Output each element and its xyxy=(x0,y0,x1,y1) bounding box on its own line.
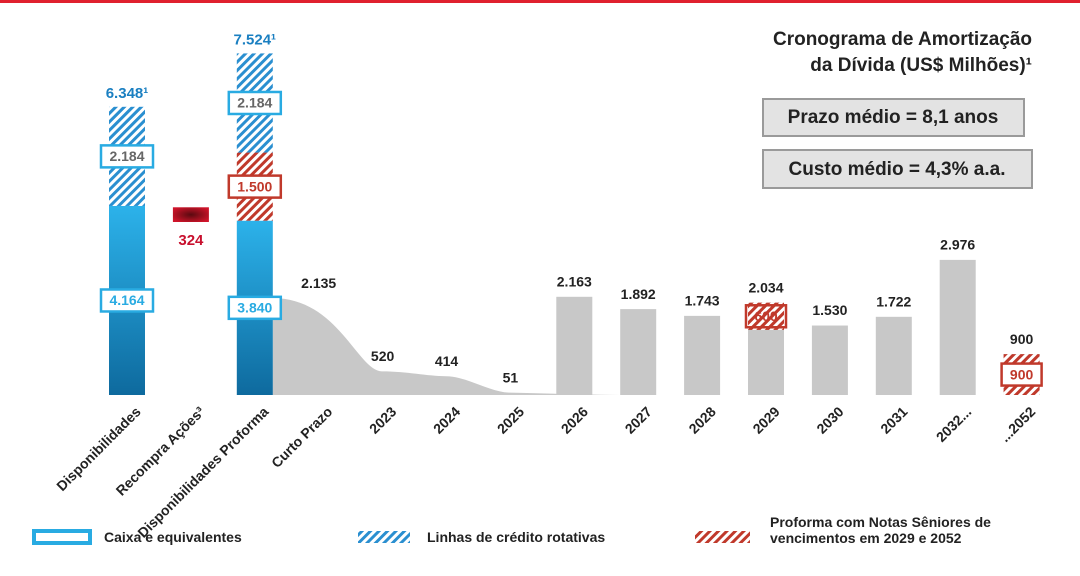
data-label: 1.743 xyxy=(685,293,720,309)
data-label: 900 xyxy=(1010,366,1034,382)
data-label: 900 xyxy=(1010,331,1034,347)
label-box xyxy=(1000,362,1043,387)
data-label: 2.976 xyxy=(940,237,975,253)
data-label: 414 xyxy=(435,353,459,369)
curve-area xyxy=(272,298,621,395)
legend-swatch xyxy=(32,529,92,545)
top-rule xyxy=(0,0,1080,3)
legend-label: Caixa e equivalentes xyxy=(104,529,242,545)
data-label: 2.135 xyxy=(301,275,336,291)
x-tick-label: Curto Prazo xyxy=(268,403,335,470)
data-label: 2.034 xyxy=(748,279,783,295)
data-label: 1.892 xyxy=(621,286,656,302)
annotation-box xyxy=(762,149,1033,189)
legend-label: Proforma com Notas Sêniores de venciment… xyxy=(770,514,991,546)
x-tick-label: Disponibilidades Proforma xyxy=(134,403,271,540)
x-tick-label: 2030 xyxy=(813,403,846,436)
bar-segment xyxy=(748,302,784,330)
data-label: 2.184 xyxy=(237,95,272,111)
data-label: 2.163 xyxy=(557,274,592,290)
x-tick-label: 2032... xyxy=(933,403,975,445)
x-tick-label: 2031 xyxy=(877,403,910,436)
label-box xyxy=(744,304,788,329)
data-label: 600 xyxy=(754,308,778,324)
x-tick-label: 2027 xyxy=(622,403,655,436)
label-box xyxy=(99,144,155,169)
label-box xyxy=(227,174,283,199)
label-box xyxy=(227,90,283,116)
bar xyxy=(556,296,593,395)
data-label: 2.184 xyxy=(109,148,144,164)
data-label: 4.164 xyxy=(109,292,144,308)
x-tick-label: 2024 xyxy=(430,403,463,436)
legend-swatch xyxy=(358,531,410,543)
x-tick-label: 2023 xyxy=(366,403,399,436)
bar xyxy=(811,325,848,395)
total-label: 7.524¹ xyxy=(234,31,277,48)
x-tick-label: 2025 xyxy=(494,403,527,436)
x-tick-label: 2029 xyxy=(749,403,782,436)
chart-title: da Dívida (US$ Milhões)¹ xyxy=(810,55,1032,76)
annotation: Prazo médio = 8,1 anos xyxy=(788,107,999,128)
x-tick-label: 2026 xyxy=(558,403,591,436)
bar xyxy=(620,309,657,395)
bar xyxy=(172,207,209,222)
bar xyxy=(684,315,721,395)
legend-swatch xyxy=(695,531,750,543)
data-label: 1.530 xyxy=(812,302,847,318)
bar xyxy=(875,316,912,395)
legend-label: Linhas de crédito rotativas xyxy=(427,529,606,545)
data-label: 1.500 xyxy=(237,178,272,194)
total-label: 6.348¹ xyxy=(106,85,149,102)
data-label: 520 xyxy=(371,348,395,364)
data-label: 1.722 xyxy=(876,294,911,310)
data-label: 324 xyxy=(178,232,204,249)
annotation-box xyxy=(762,98,1025,137)
x-tick-label: ...2052 xyxy=(997,403,1039,445)
label-box xyxy=(227,295,283,321)
data-label: 51 xyxy=(503,369,519,385)
data-label: 3.840 xyxy=(237,300,272,316)
bar xyxy=(939,259,976,395)
x-tick-label: 2028 xyxy=(685,403,718,436)
chart-title: Cronograma de Amortização xyxy=(773,29,1032,50)
annotation: Custo médio = 4,3% a.a. xyxy=(789,159,1006,180)
label-box xyxy=(99,288,155,313)
